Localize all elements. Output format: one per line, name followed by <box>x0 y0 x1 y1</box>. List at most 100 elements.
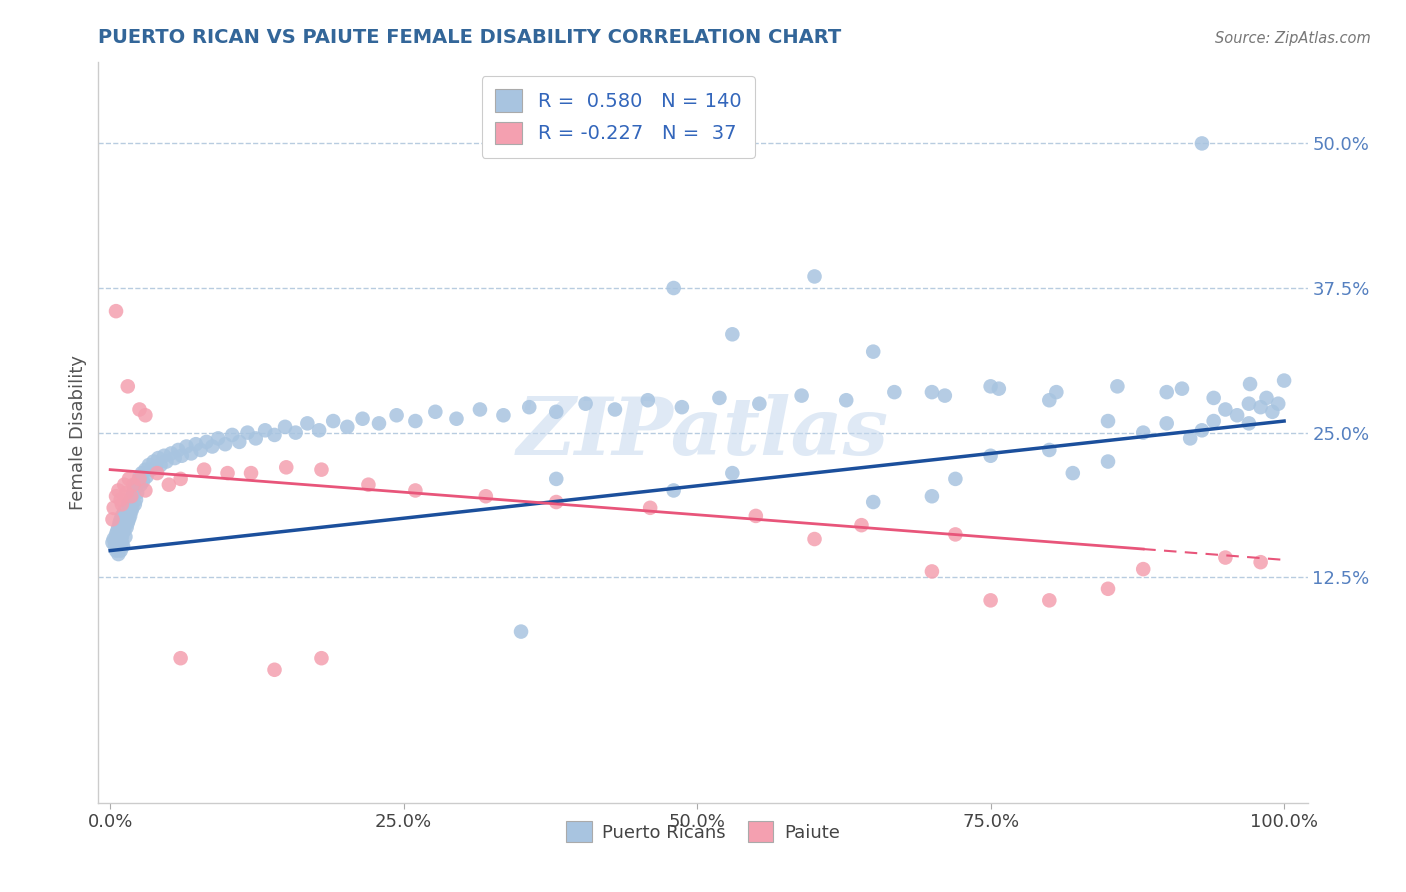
Point <box>132 474 155 488</box>
Point <box>112 539 135 553</box>
Point <box>1215 550 1237 565</box>
Point <box>117 497 139 511</box>
Point <box>862 495 884 509</box>
Point <box>112 518 135 533</box>
Point <box>1237 417 1260 431</box>
Point <box>748 397 770 411</box>
Point <box>980 593 1002 607</box>
Point <box>112 504 135 518</box>
Point <box>128 469 150 483</box>
Point <box>108 527 131 541</box>
Point <box>104 539 127 553</box>
Point <box>1045 385 1067 400</box>
Point <box>1180 431 1202 445</box>
Point <box>146 466 169 480</box>
Point <box>274 420 297 434</box>
Point <box>263 663 285 677</box>
Point <box>980 379 1002 393</box>
Point <box>120 489 142 503</box>
Point <box>1256 391 1278 405</box>
Point <box>117 516 139 530</box>
Point <box>141 462 163 476</box>
Point <box>336 420 359 434</box>
Point <box>721 327 744 342</box>
Point <box>105 489 128 503</box>
Point <box>385 409 408 423</box>
Point <box>190 442 212 457</box>
Point <box>945 527 967 541</box>
Point <box>1107 379 1129 393</box>
Point <box>217 466 239 480</box>
Point <box>1272 374 1295 388</box>
Point <box>1202 414 1225 428</box>
Point <box>240 466 263 480</box>
Point <box>311 462 333 476</box>
Point <box>110 512 132 526</box>
Point <box>1237 397 1260 411</box>
Point <box>167 442 190 457</box>
Point <box>404 414 426 428</box>
Point <box>492 409 515 423</box>
Point <box>207 431 229 445</box>
Text: PUERTO RICAN VS PAIUTE FEMALE DISABILITY CORRELATION CHART: PUERTO RICAN VS PAIUTE FEMALE DISABILITY… <box>98 28 842 47</box>
Point <box>103 500 125 515</box>
Point <box>980 449 1002 463</box>
Point <box>921 565 943 579</box>
Point <box>709 391 731 405</box>
Y-axis label: Female Disability: Female Disability <box>69 355 87 510</box>
Point <box>110 532 132 546</box>
Point <box>1171 382 1194 396</box>
Point <box>745 508 768 523</box>
Point <box>112 477 135 491</box>
Point <box>184 437 207 451</box>
Point <box>138 458 160 472</box>
Point <box>1038 442 1060 457</box>
Point <box>404 483 426 498</box>
Point <box>862 344 884 359</box>
Point <box>155 454 177 468</box>
Point <box>110 543 132 558</box>
Point <box>127 485 149 500</box>
Point <box>111 497 134 511</box>
Point <box>1191 136 1213 151</box>
Point <box>546 405 568 419</box>
Point <box>118 512 141 526</box>
Point <box>638 500 661 515</box>
Point <box>108 516 131 530</box>
Point <box>1191 423 1213 437</box>
Text: Source: ZipAtlas.com: Source: ZipAtlas.com <box>1215 31 1371 46</box>
Point <box>115 520 138 534</box>
Point <box>128 402 150 417</box>
Point <box>117 379 139 393</box>
Point <box>934 388 956 402</box>
Point <box>308 423 330 437</box>
Point <box>671 400 693 414</box>
Point <box>111 530 134 544</box>
Point <box>1132 562 1154 576</box>
Point <box>468 402 491 417</box>
Text: ZIPatlas: ZIPatlas <box>517 394 889 471</box>
Point <box>125 477 148 491</box>
Point <box>149 458 172 472</box>
Point <box>128 472 150 486</box>
Point <box>180 446 202 460</box>
Point <box>195 434 218 449</box>
Point <box>108 535 131 549</box>
Point <box>603 402 626 417</box>
Point <box>1250 555 1272 569</box>
Point <box>245 431 267 445</box>
Point <box>1202 391 1225 405</box>
Point <box>169 472 191 486</box>
Point <box>148 451 170 466</box>
Point <box>129 477 152 491</box>
Point <box>575 397 598 411</box>
Point <box>121 489 143 503</box>
Point <box>368 417 391 431</box>
Point <box>945 472 967 486</box>
Point <box>1226 409 1249 423</box>
Point <box>1062 466 1084 480</box>
Point <box>115 485 138 500</box>
Point <box>115 508 138 523</box>
Point <box>311 651 333 665</box>
Point <box>160 446 183 460</box>
